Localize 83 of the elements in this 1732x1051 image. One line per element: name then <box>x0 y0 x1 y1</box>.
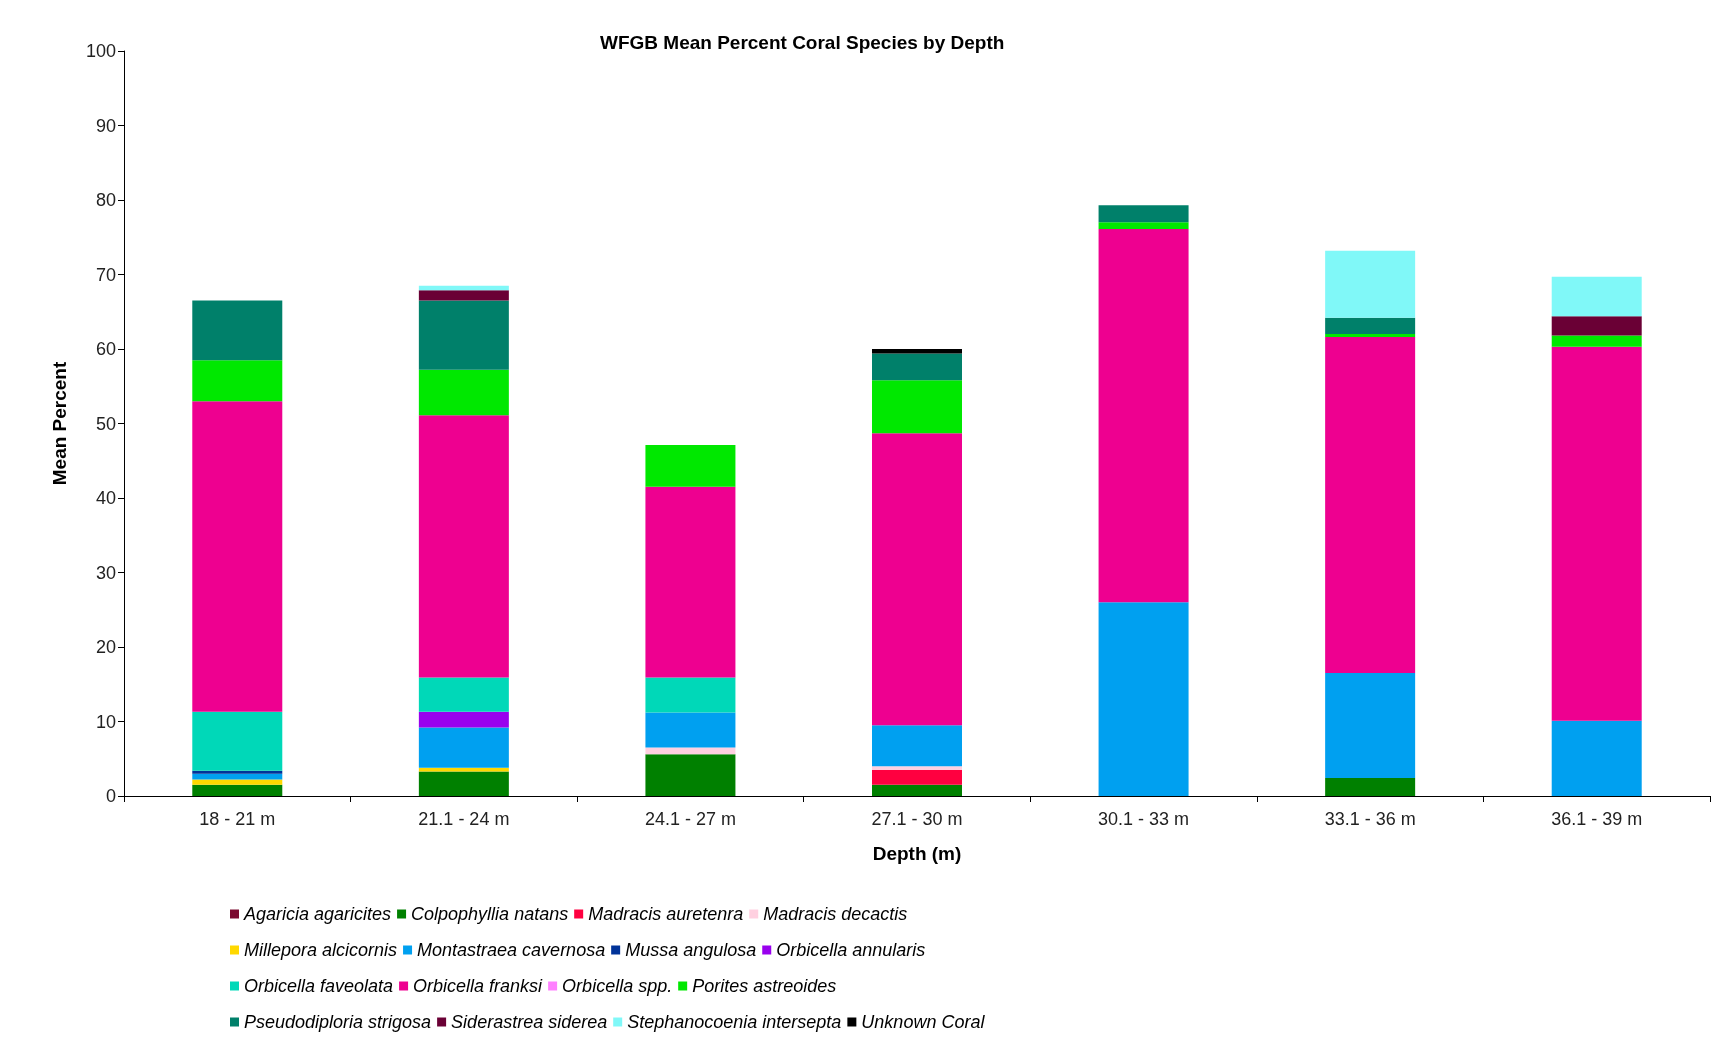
y-axis-title: Mean Percent <box>49 361 70 486</box>
bar <box>1551 316 1642 336</box>
x-tick-label: 21.1 - 24 m <box>418 809 510 829</box>
bar <box>192 773 283 780</box>
bar <box>418 415 509 678</box>
bar <box>418 369 509 416</box>
x-tick-label: 27.1 - 30 m <box>871 809 963 829</box>
bar <box>1098 602 1189 796</box>
y-tick-label: 0 <box>105 786 116 806</box>
y-tick-label: 100 <box>85 41 116 61</box>
bar <box>192 360 283 402</box>
legend-label: Orbicella faveolata <box>244 976 394 996</box>
legend-label: Porites astreoides <box>692 976 837 996</box>
bar <box>192 711 283 771</box>
legend-label: Orbicella annularis <box>776 940 926 960</box>
bar <box>1325 778 1416 796</box>
legend-label: Colpophyllia natans <box>411 904 569 924</box>
legend-label: Orbicella spp. <box>562 976 673 996</box>
bar <box>192 401 283 712</box>
x-tick-label: 33.1 - 36 m <box>1324 809 1416 829</box>
x-tick-label: 24.1 - 27 m <box>644 809 736 829</box>
bar <box>418 677 509 712</box>
legend-label: Siderastrea siderea <box>451 1012 608 1032</box>
legend-label: Montastraea cavernosa <box>417 940 606 960</box>
bar <box>1098 229 1189 603</box>
bar <box>872 433 962 726</box>
bar <box>1325 673 1416 779</box>
bar <box>192 779 283 785</box>
bar <box>872 769 962 785</box>
bar <box>872 766 962 770</box>
y-tick-label: 40 <box>95 488 116 508</box>
bar <box>1551 346 1642 721</box>
bar <box>192 770 283 774</box>
bar <box>645 445 736 487</box>
y-tick-label: 60 <box>95 339 116 359</box>
bar <box>418 771 509 796</box>
y-tick-label: 30 <box>95 562 116 583</box>
bar <box>1098 205 1189 223</box>
y-tick-label: 90 <box>95 115 116 136</box>
bar <box>418 285 509 291</box>
bar <box>1551 276 1642 317</box>
bar <box>1325 250 1416 318</box>
y-tick-label: 20 <box>95 637 116 657</box>
legend-label: Stephanocoenia intersepta <box>627 1012 842 1032</box>
legend-label: Pseudodiploria strigosa <box>244 1012 432 1032</box>
y-tick-label: 80 <box>95 190 116 210</box>
y-tick-label: 10 <box>95 711 116 732</box>
legend-label: Madracis decactis <box>763 904 908 924</box>
bar <box>1325 334 1416 338</box>
bar <box>645 677 736 713</box>
legend-label: Orbicella franksi <box>413 976 544 996</box>
bar <box>418 711 509 728</box>
legend-label: Unknown Coral <box>861 1012 986 1032</box>
bar <box>645 747 736 755</box>
bar <box>192 300 283 361</box>
legend-label: Madracis auretenra <box>588 904 744 924</box>
bar <box>1551 335 1642 347</box>
bar <box>418 300 509 370</box>
bar <box>192 784 283 796</box>
legend-label: Millepora alcicornis <box>244 940 398 960</box>
legend-label: Agaricia agaricites <box>243 904 392 924</box>
bar <box>872 380 962 434</box>
bar <box>872 349 962 354</box>
bar <box>1325 337 1416 674</box>
legend-label: Mussa angulosa <box>625 940 757 960</box>
bar <box>1551 720 1642 796</box>
bar <box>418 727 509 768</box>
bar <box>872 725 962 767</box>
bar <box>645 486 736 678</box>
bar <box>872 784 962 796</box>
x-axis-title: Depth (m) <box>872 843 962 864</box>
bar <box>418 290 509 301</box>
y-tick-label: 70 <box>95 264 116 285</box>
x-tick-label: 18 - 21 m <box>199 809 276 829</box>
bar <box>872 353 962 381</box>
chart-title: WFGB Mean Percent Coral Species by Depth <box>600 32 1005 53</box>
x-tick-label: 30.1 - 33 m <box>1098 809 1190 829</box>
bar <box>645 712 736 748</box>
x-tick-label: 36.1 - 39 m <box>1551 809 1643 829</box>
bar <box>1098 222 1189 230</box>
y-tick-label: 50 <box>95 413 116 434</box>
bar <box>1325 317 1416 335</box>
bar <box>645 754 736 796</box>
